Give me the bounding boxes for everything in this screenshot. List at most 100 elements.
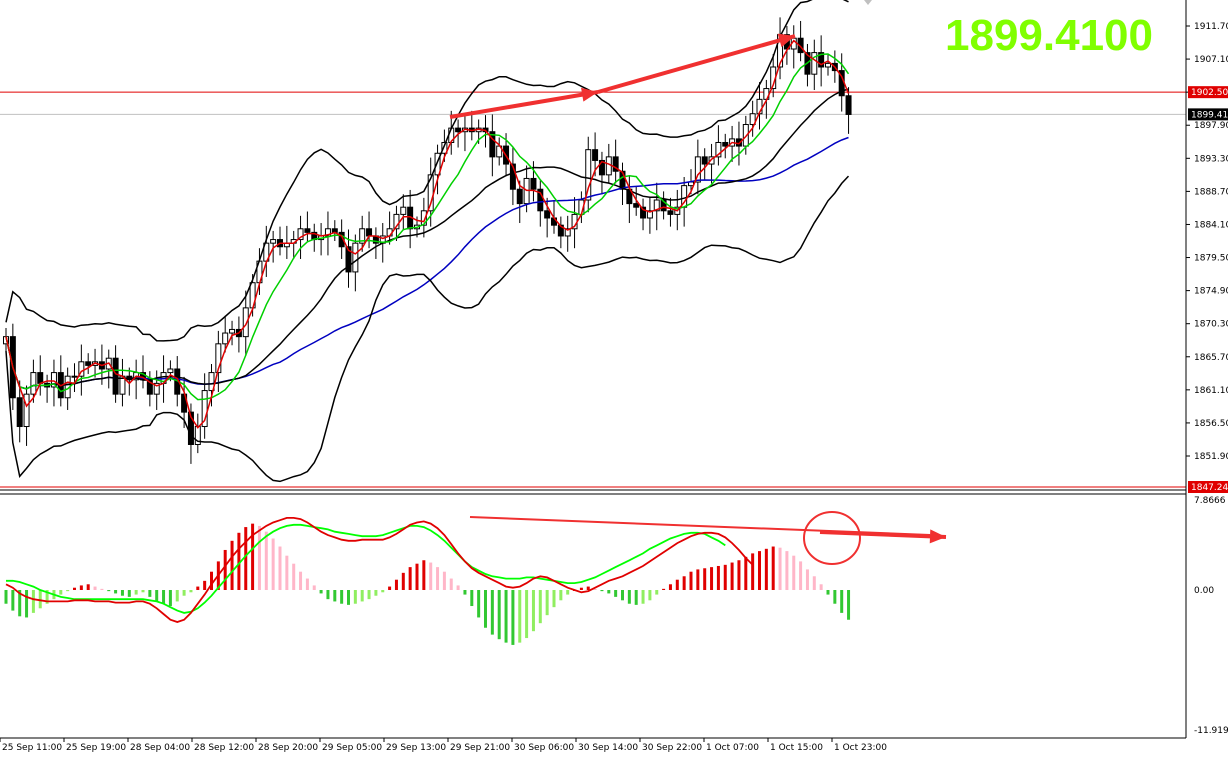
candle[interactable] (71, 375, 78, 378)
candle[interactable] (489, 131, 496, 158)
candle[interactable] (208, 372, 215, 392)
candle[interactable] (153, 382, 160, 395)
macd-histogram-bar (127, 590, 131, 597)
candle[interactable] (441, 141, 448, 154)
candle[interactable] (619, 170, 626, 190)
candle[interactable] (592, 149, 599, 161)
macd-panel[interactable] (4, 511, 947, 645)
candle[interactable] (701, 156, 708, 165)
annotation-arrow-2[interactable] (597, 34, 796, 94)
ma-long-line (5, 136, 849, 390)
price-tick-label: 1874.90 (1194, 287, 1228, 297)
candle[interactable] (633, 203, 640, 208)
candle[interactable] (16, 397, 23, 428)
macd-histogram-bar (840, 590, 844, 613)
candle[interactable] (455, 127, 462, 133)
candle[interactable] (811, 52, 818, 75)
macd-histogram-bar (751, 553, 755, 590)
cross-highlight-circle[interactable] (803, 511, 861, 565)
macd-histogram-bar (538, 590, 542, 624)
candle[interactable] (366, 228, 373, 237)
macd-histogram-bar (11, 590, 15, 611)
candle[interactable] (585, 149, 592, 201)
time-tick-label: 30 Sep 06:00 (514, 743, 574, 753)
divergence-arrow[interactable] (819, 530, 947, 539)
candle[interactable] (749, 113, 756, 126)
candle[interactable] (304, 228, 311, 233)
macd-histogram-bar (59, 590, 63, 595)
candle[interactable] (345, 246, 352, 273)
candle[interactable] (825, 62, 831, 68)
candle[interactable] (420, 210, 427, 226)
candle[interactable] (818, 52, 825, 68)
candle[interactable] (85, 361, 92, 366)
candle[interactable] (201, 390, 208, 428)
candle[interactable] (50, 372, 57, 388)
candle[interactable] (270, 239, 277, 244)
candle[interactable] (646, 210, 653, 219)
candle[interactable] (215, 343, 222, 374)
candle[interactable] (434, 152, 441, 176)
macd-histogram-bar (593, 588, 597, 590)
price-panel[interactable] (0, 0, 1186, 488)
candle[interactable] (242, 307, 249, 338)
price-tick-label: 1907.10 (1194, 55, 1228, 65)
candle[interactable] (400, 206, 407, 215)
candle[interactable] (667, 210, 674, 215)
candle[interactable] (530, 177, 537, 190)
candle[interactable] (359, 228, 366, 244)
candle[interactable] (229, 328, 236, 334)
macd-histogram-bar (477, 590, 481, 618)
price-tick-label: 1861.10 (1194, 386, 1228, 396)
macd-histogram-bar (388, 586, 392, 590)
macd-histogram-bar (326, 590, 330, 600)
candle[interactable] (112, 357, 119, 395)
candle[interactable] (598, 159, 605, 176)
candle[interactable] (660, 199, 667, 212)
macd-histogram-bar (463, 590, 467, 595)
candle[interactable] (37, 372, 44, 384)
candle[interactable] (612, 156, 619, 172)
candle[interactable] (544, 210, 551, 219)
candle[interactable] (722, 141, 729, 147)
candle[interactable] (715, 141, 722, 158)
candle[interactable] (516, 188, 523, 205)
candle[interactable] (30, 372, 37, 395)
candle[interactable] (78, 361, 85, 377)
macd-histogram-bar (655, 590, 659, 595)
macd-histogram-bar (744, 556, 748, 590)
candle[interactable] (797, 37, 804, 54)
candle[interactable] (537, 188, 544, 212)
macd-histogram-bar (614, 590, 618, 597)
macd-histogram-bar (689, 571, 693, 590)
time-tick-label: 29 Sep 21:00 (450, 743, 510, 753)
candle[interactable] (324, 228, 331, 237)
candle[interactable] (845, 95, 852, 115)
macd-histogram-bar (367, 590, 371, 600)
candle[interactable] (509, 163, 516, 190)
macd-histogram-bar (621, 590, 624, 601)
macd-histogram-bar (668, 584, 672, 590)
candle[interactable] (564, 228, 571, 237)
candle[interactable] (708, 156, 715, 165)
macd-histogram-bar (429, 562, 433, 590)
candle[interactable] (23, 393, 30, 428)
candle[interactable] (640, 206, 647, 219)
macd-histogram-bar (675, 579, 679, 590)
candle[interactable] (694, 156, 701, 183)
macd-tick-label: 0.00 (1194, 586, 1214, 596)
candle[interactable] (352, 242, 359, 273)
macd-histogram-bar (785, 551, 789, 590)
annotation-arrow-1[interactable] (449, 90, 599, 119)
macd-histogram-bar (833, 590, 837, 604)
candle[interactable] (222, 332, 229, 345)
candle[interactable] (297, 228, 304, 241)
candle[interactable] (167, 368, 174, 374)
candle[interactable] (735, 138, 742, 147)
macd-histogram-bar (312, 585, 316, 590)
candle[interactable] (653, 199, 660, 212)
shift-marker-icon[interactable] (864, 0, 872, 5)
macd-histogram-bar (394, 579, 398, 590)
